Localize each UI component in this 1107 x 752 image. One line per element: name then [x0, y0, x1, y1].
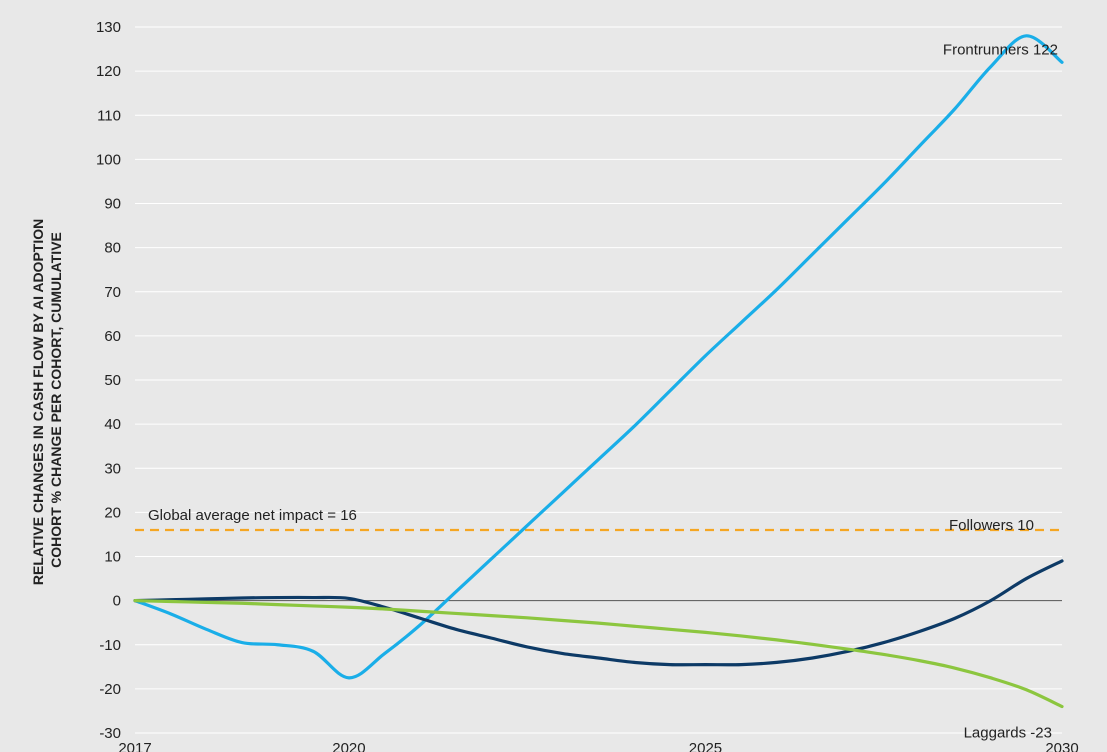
reference-line-label: Global average net impact = 16	[148, 507, 357, 524]
x-tick-label: 2020	[332, 740, 365, 752]
y-tick-label: 110	[97, 107, 121, 124]
x-tick-label: 2017	[118, 740, 151, 752]
series-group	[133, 34, 1064, 709]
series-label-laggards: Laggards -23	[964, 725, 1052, 742]
series-line-frontrunners	[133, 34, 1064, 680]
labels-group: Frontrunners 122 Followers 10 Laggards -23	[943, 41, 1058, 741]
y-tick-label: -20	[99, 681, 121, 698]
gridlines	[135, 26, 1062, 734]
series-label-frontrunners: Frontrunners 122	[943, 41, 1058, 58]
y-tick-label: 20	[104, 504, 121, 521]
y-tick-label: 30	[104, 460, 121, 477]
y-tick-label: 120	[96, 63, 121, 80]
y-tick-label: 0	[113, 593, 121, 610]
y-tick-label: 100	[96, 151, 121, 168]
series-label-followers: Followers 10	[949, 517, 1034, 534]
y-tick-label: 80	[104, 240, 121, 257]
axes: 1301201101009080706050403020100-10-20-30…	[96, 19, 1079, 752]
y-tick-label: 90	[104, 196, 121, 213]
y-tick-label: 10	[104, 549, 121, 566]
y-tick-label: -30	[99, 725, 121, 742]
y-axis-label-line-2: COHORT % CHANGE PER COHORT, CUMULATIVE	[48, 232, 64, 568]
reference-line-group: Global average net impact = 16	[135, 507, 1062, 532]
y-tick-label: 130	[96, 19, 121, 36]
y-axis-label: RELATIVE CHANGES IN CASH FLOW BY AI ADOP…	[30, 215, 64, 585]
y-tick-label: -10	[99, 637, 121, 654]
y-axis-label-line-1: RELATIVE CHANGES IN CASH FLOW BY AI ADOP…	[30, 219, 46, 585]
y-tick-label: 40	[104, 416, 121, 433]
y-tick-label: 50	[104, 372, 121, 389]
x-tick-label: 2025	[689, 740, 722, 752]
y-tick-label: 70	[104, 284, 121, 301]
x-tick-label: 2030	[1045, 740, 1078, 752]
series-line-laggards	[133, 599, 1064, 709]
series-line-followers	[133, 559, 1064, 667]
y-tick-label: 60	[104, 328, 121, 345]
